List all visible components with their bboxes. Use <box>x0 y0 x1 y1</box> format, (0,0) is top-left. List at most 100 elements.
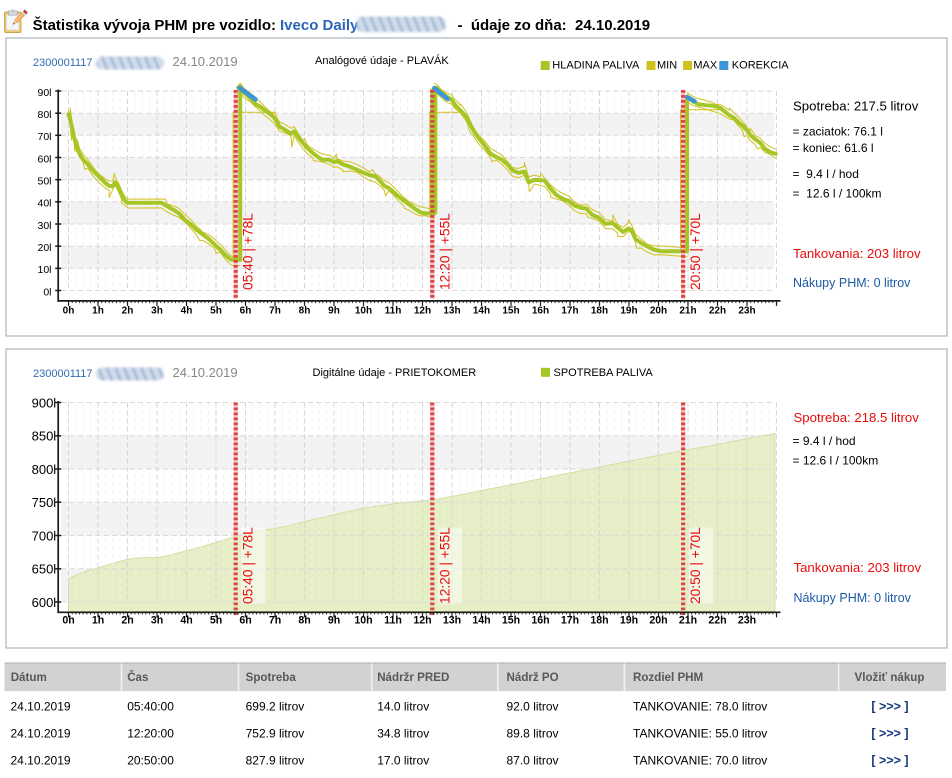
svg-text:20:50 | +70L: 20:50 | +70L <box>688 527 703 604</box>
svg-text:7h: 7h <box>269 614 281 626</box>
svg-text:HLADINA PALIVA: HLADINA PALIVA <box>552 59 640 71</box>
svg-text:750l: 750l <box>32 495 57 510</box>
svg-text:0h: 0h <box>63 305 75 316</box>
svg-text:30l: 30l <box>37 220 51 232</box>
svg-text:11h: 11h <box>384 614 402 626</box>
svg-text:KOREKCIA: KOREKCIA <box>732 59 790 71</box>
svg-text:87.0 litrov: 87.0 litrov <box>507 753 559 767</box>
svg-text:1h: 1h <box>92 614 104 626</box>
svg-text:MAX: MAX <box>693 59 718 71</box>
svg-text:13h: 13h <box>443 305 460 316</box>
svg-text:TANKOVANIE: 78.0 litrov: TANKOVANIE: 78.0 litrov <box>633 699 767 713</box>
svg-text:12:20 | +55L: 12:20 | +55L <box>437 213 452 290</box>
svg-text:MIN: MIN <box>657 59 677 71</box>
svg-text:= 12.6 l / 100km: = 12.6 l / 100km <box>793 453 879 467</box>
svg-text:827.9 litrov: 827.9 litrov <box>246 753 305 767</box>
svg-text:05:40 | +78L: 05:40 | +78L <box>241 213 256 290</box>
svg-text:13h: 13h <box>443 614 461 626</box>
svg-text:16h: 16h <box>531 614 549 626</box>
svg-text:14h: 14h <box>472 614 490 626</box>
svg-text:[ >>> ]: [ >>> ] <box>871 726 908 740</box>
svg-text:[ >>> ]: [ >>> ] <box>871 753 908 767</box>
svg-text:Rozdiel PHM: Rozdiel PHM <box>633 671 703 684</box>
svg-text:4h: 4h <box>180 614 192 626</box>
svg-text:9h: 9h <box>328 305 340 316</box>
svg-text:6h: 6h <box>240 305 252 316</box>
svg-text:Digitálne údaje - PRIETOKOMER: Digitálne údaje - PRIETOKOMER <box>313 367 477 379</box>
svg-text:92.0 litrov: 92.0 litrov <box>507 699 559 713</box>
svg-text:2h: 2h <box>121 614 133 626</box>
svg-text:20:50 | +70L: 20:50 | +70L <box>688 213 703 290</box>
svg-text:20h: 20h <box>650 305 667 316</box>
svg-text:80l: 80l <box>37 109 51 121</box>
svg-text:8h: 8h <box>299 305 311 316</box>
svg-text:= zaciatok: 76.1 l: = zaciatok: 76.1 l <box>793 125 883 139</box>
svg-text:3h: 3h <box>151 614 163 626</box>
svg-text:50l: 50l <box>37 176 51 188</box>
svg-text:5h: 5h <box>210 614 222 626</box>
svg-text:600l: 600l <box>32 595 57 610</box>
svg-text:Spotreba: 218.5 litrov: Spotreba: 218.5 litrov <box>794 410 920 425</box>
svg-text:89.8 litrov: 89.8 litrov <box>507 726 559 740</box>
svg-text:700l: 700l <box>32 528 57 543</box>
svg-text:24.10.2019: 24.10.2019 <box>11 753 71 767</box>
svg-text:24.10.2019: 24.10.2019 <box>173 54 238 69</box>
svg-text:= koniec: 61.6 l: = koniec: 61.6 l <box>793 141 874 155</box>
svg-text:11h: 11h <box>385 305 402 316</box>
svg-text:= 9.4 l / hod: = 9.4 l / hod <box>793 167 859 181</box>
svg-text:2300001117: 2300001117 <box>33 57 93 69</box>
svg-text:23h: 23h <box>738 305 755 316</box>
svg-text:= 9.4 l / hod: = 9.4 l / hod <box>793 434 856 448</box>
svg-text:12h: 12h <box>414 305 431 316</box>
svg-text:12:20:00: 12:20:00 <box>127 726 174 740</box>
svg-text:0h: 0h <box>62 614 74 626</box>
svg-text:TANKOVANIE: 55.0 litrov: TANKOVANIE: 55.0 litrov <box>633 726 767 740</box>
svg-text:40l: 40l <box>37 198 51 210</box>
svg-text:12h: 12h <box>413 614 431 626</box>
svg-text:Tankovania: 203 litrov: Tankovania: 203 litrov <box>794 560 922 575</box>
svg-text:650l: 650l <box>32 562 57 577</box>
svg-text:20:50:00: 20:50:00 <box>127 753 174 767</box>
svg-text:850l: 850l <box>32 429 57 444</box>
svg-text:18h: 18h <box>591 305 608 316</box>
svg-text:19h: 19h <box>620 305 637 316</box>
svg-text:699.2 litrov: 699.2 litrov <box>246 699 305 713</box>
svg-text:Čas: Čas <box>127 671 148 684</box>
svg-text:60l: 60l <box>37 153 51 165</box>
svg-text:19h: 19h <box>620 614 638 626</box>
svg-text:Spotreba: Spotreba <box>246 671 297 684</box>
svg-text:14h: 14h <box>473 305 490 316</box>
svg-text:Nákupy PHM: 0 litrov: Nákupy PHM: 0 litrov <box>794 591 912 605</box>
svg-text:15h: 15h <box>502 305 519 316</box>
svg-text:4h: 4h <box>181 305 193 316</box>
svg-text:Spotreba: 217.5 litrov: Spotreba: 217.5 litrov <box>793 99 919 114</box>
svg-text:9h: 9h <box>328 614 340 626</box>
svg-text:- údaje zo dňa: 24.10.2019: - údaje zo dňa: 24.10.2019 <box>458 17 651 34</box>
svg-text:Tankovania: 203 litrov: Tankovania: 203 litrov <box>793 246 921 261</box>
svg-text:24.10.2019: 24.10.2019 <box>11 699 71 713</box>
svg-text:Nákupy PHM: 0 litrov: Nákupy PHM: 0 litrov <box>793 276 911 290</box>
svg-text:5h: 5h <box>210 305 222 316</box>
svg-text:2300001117: 2300001117 <box>33 368 93 380</box>
svg-text:[ >>> ]: [ >>> ] <box>871 699 908 713</box>
svg-text:1h: 1h <box>92 305 104 316</box>
svg-text:Vložiť nákup: Vložiť nákup <box>855 671 925 684</box>
svg-text:Nádržr PRED: Nádržr PRED <box>377 671 449 684</box>
svg-text:SPOTREBA PALIVA: SPOTREBA PALIVA <box>554 367 654 379</box>
svg-text:10h: 10h <box>355 305 372 316</box>
svg-text:Nádrž PO: Nádrž PO <box>507 671 559 684</box>
svg-text:800l: 800l <box>32 462 57 477</box>
svg-text:8h: 8h <box>298 614 310 626</box>
svg-text:Štatistika vývoja PHM pre vozi: Štatistika vývoja PHM pre vozidlo: <box>33 16 276 34</box>
svg-text:17h: 17h <box>561 614 579 626</box>
svg-text:2h: 2h <box>122 305 134 316</box>
svg-text:90l: 90l <box>37 87 51 99</box>
svg-text:12:20 | +55L: 12:20 | +55L <box>437 527 452 604</box>
svg-text:752.9 litrov: 752.9 litrov <box>246 726 305 740</box>
svg-text:0l: 0l <box>43 286 51 298</box>
svg-text:10l: 10l <box>37 264 51 276</box>
svg-text:16h: 16h <box>532 305 549 316</box>
svg-text:7h: 7h <box>269 305 281 316</box>
svg-text:Dátum: Dátum <box>11 671 47 684</box>
svg-text:70l: 70l <box>37 131 51 143</box>
